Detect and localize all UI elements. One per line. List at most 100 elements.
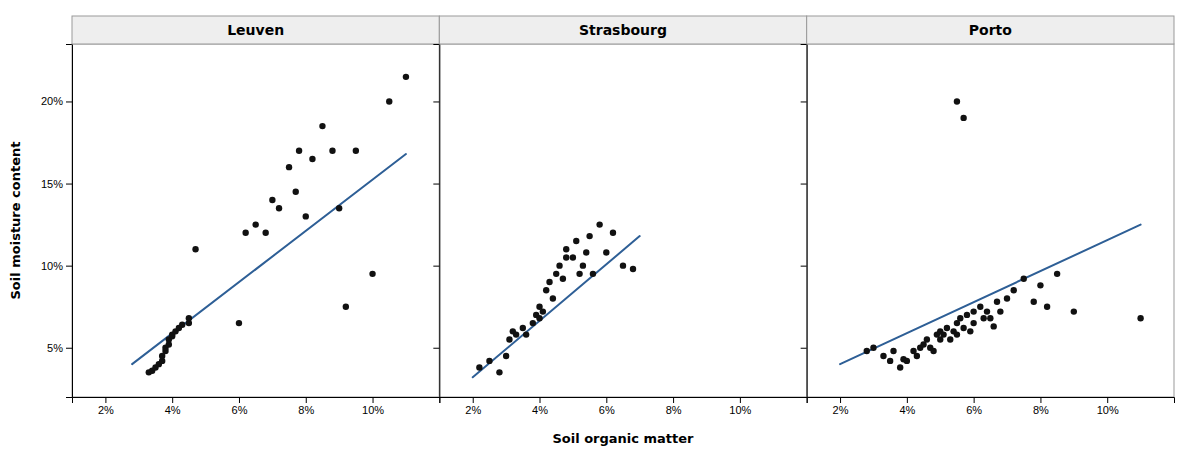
point	[269, 197, 275, 203]
point	[940, 331, 946, 337]
point	[924, 336, 930, 342]
x-tick: 2%	[465, 397, 481, 416]
point	[586, 233, 592, 239]
x-tick-label: 2%	[98, 404, 114, 416]
x-tick: 4%	[165, 397, 181, 416]
x-tick: 4%	[532, 397, 548, 416]
regression-line	[840, 225, 1141, 365]
point	[897, 364, 903, 370]
x-tick-label: 6%	[599, 404, 615, 416]
point	[583, 249, 589, 255]
panel-title: Strasbourg	[579, 22, 667, 38]
x-tick-mark	[105, 397, 106, 403]
x-tick-mark	[172, 397, 173, 403]
point	[967, 328, 973, 334]
x-tick-mark	[606, 397, 607, 403]
point	[560, 276, 566, 282]
y-tick-mark	[66, 266, 72, 267]
point	[192, 246, 198, 252]
plot-frame	[807, 44, 1174, 397]
point	[957, 315, 963, 321]
point	[503, 353, 509, 359]
point	[506, 336, 512, 342]
x-tick-mark	[239, 397, 240, 403]
point	[1031, 299, 1037, 305]
point	[620, 262, 626, 268]
x-tick-label: 6%	[232, 404, 248, 416]
panel-title: Porto	[969, 22, 1012, 38]
y-tick	[801, 101, 807, 102]
x-tick-mark	[473, 397, 474, 403]
y-tick: 10%	[41, 260, 72, 272]
point	[1021, 276, 1027, 282]
point	[1137, 315, 1143, 321]
point	[262, 230, 268, 236]
point	[1044, 303, 1050, 309]
point	[186, 315, 192, 321]
y-tick: 5%	[47, 342, 72, 354]
point	[954, 98, 960, 104]
plot-area	[840, 98, 1144, 370]
y-tick-mark	[66, 184, 72, 185]
point	[890, 348, 896, 354]
x-tick-mark	[1107, 397, 1108, 403]
y-tick	[433, 266, 439, 267]
y-tick-mark	[433, 184, 439, 185]
y-tick: 20%	[41, 95, 72, 107]
x-tick-mark	[840, 397, 841, 403]
regression-line	[132, 154, 406, 364]
x-tick-label: 10%	[362, 404, 384, 416]
y-axis-line	[433, 45, 440, 398]
point	[947, 336, 953, 342]
point	[573, 238, 579, 244]
point	[286, 164, 292, 170]
point	[486, 358, 492, 364]
point	[987, 315, 993, 321]
point	[1054, 271, 1060, 277]
point	[1071, 308, 1077, 314]
x-tick-label: 4%	[532, 404, 548, 416]
panel-header	[807, 16, 1174, 44]
y-axis	[801, 45, 808, 398]
point	[386, 98, 392, 104]
point	[570, 254, 576, 260]
point	[530, 320, 536, 326]
y-tick-mark	[433, 266, 439, 267]
y-tick-mark	[66, 101, 72, 102]
y-tick-mark	[801, 101, 807, 102]
point	[540, 308, 546, 314]
x-tick: 2%	[833, 397, 849, 416]
x-axis-line	[73, 398, 440, 404]
x-tick-label: 8%	[1033, 404, 1049, 416]
x-tick-label: 10%	[1097, 404, 1119, 416]
y-tick-mark	[801, 266, 807, 267]
x-tick-label: 8%	[666, 404, 682, 416]
y-axis	[433, 45, 440, 398]
point	[520, 325, 526, 331]
y-tick-label: 20%	[41, 95, 63, 107]
point	[944, 325, 950, 331]
x-tick-label: 6%	[966, 404, 982, 416]
point	[236, 320, 242, 326]
point	[990, 323, 996, 329]
y-tick	[433, 348, 439, 349]
point	[293, 189, 299, 195]
point	[496, 369, 502, 375]
point	[403, 74, 409, 80]
y-tick: 15%	[41, 178, 72, 190]
y-tick	[801, 266, 807, 267]
point	[630, 266, 636, 272]
point	[546, 279, 552, 285]
point	[556, 262, 562, 268]
point	[870, 345, 876, 351]
y-tick	[433, 184, 439, 185]
point	[930, 348, 936, 354]
x-tick-mark	[306, 397, 307, 403]
point	[914, 353, 920, 359]
x-axis-title: Soil organic matter	[552, 431, 694, 446]
x-tick: 10%	[362, 397, 384, 416]
x-axis: 2%4%6%8%10%	[73, 397, 440, 416]
x-tick-label: 2%	[833, 404, 849, 416]
y-tick	[801, 348, 807, 349]
point	[563, 254, 569, 260]
